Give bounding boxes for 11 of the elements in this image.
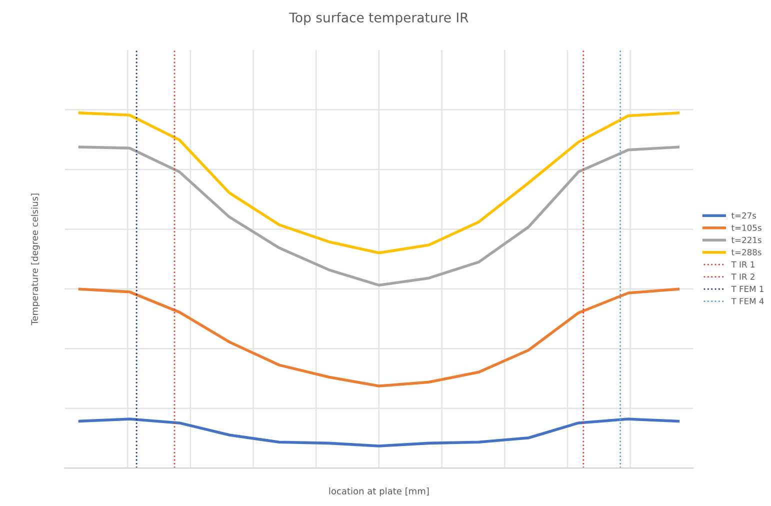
- y-axis-title: Temperature [degree celsius]: [31, 194, 40, 326]
- legend-label: t=221s: [731, 236, 762, 244]
- legend-label: t=27s: [731, 212, 756, 219]
- chart-title: Top surface temperature IR: [289, 12, 468, 26]
- legend-label: t=288s: [731, 249, 762, 256]
- x-axis-title: location at plate [mm]: [329, 487, 429, 496]
- text: T FEM 4: [731, 298, 764, 304]
- text: T IR 1: [731, 261, 754, 268]
- legend-label: t=105s: [731, 224, 762, 231]
- text: T FEM 1: [731, 286, 764, 292]
- text: T IR 2: [731, 274, 754, 280]
